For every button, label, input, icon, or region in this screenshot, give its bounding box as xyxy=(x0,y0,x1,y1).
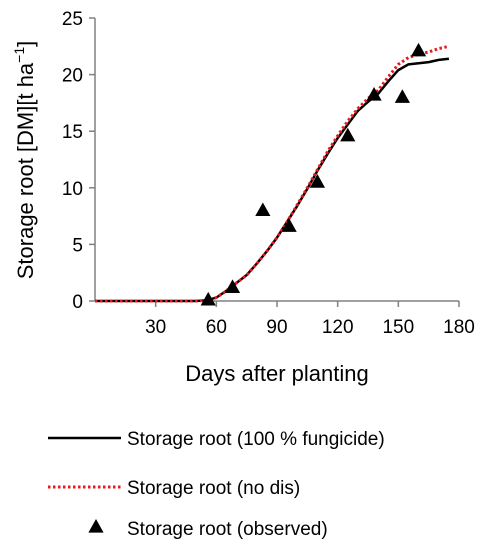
legend: Storage root (100 % fungicide) Storage ro… xyxy=(48,429,385,540)
x-axis-title: Days after planting xyxy=(185,361,368,386)
x-tick-label: 60 xyxy=(206,317,227,338)
legend-label: Storage root (observed) xyxy=(127,519,328,540)
series-observed xyxy=(200,42,427,306)
y-tick-label: 25 xyxy=(62,9,83,30)
observed-point xyxy=(410,42,427,57)
observed-point xyxy=(366,86,382,101)
legend-label: Storage root (no dis) xyxy=(127,478,300,499)
observed-point xyxy=(224,279,241,294)
series-fungicide-line xyxy=(95,57,450,303)
legend-label: Storage root (100 % fungicide) xyxy=(127,429,385,450)
observed-point xyxy=(281,218,297,232)
x-tick-label: 120 xyxy=(322,317,354,338)
series-no-dis-line xyxy=(95,44,450,303)
y-tick-label: 0 xyxy=(72,292,83,313)
legend-observed-marker xyxy=(88,519,104,533)
observed-point xyxy=(200,291,216,306)
series-layer xyxy=(95,42,450,306)
observed-point xyxy=(255,202,271,217)
observed-point xyxy=(394,89,410,103)
y-tick-label: 10 xyxy=(62,179,83,200)
x-tick-label: 30 xyxy=(145,317,166,338)
x-tick-label: 150 xyxy=(382,317,414,338)
axes: 0 5 10 15 20 25 30 60 90 120 150 180 xyxy=(62,9,475,338)
y-axis-title: Storage root [DM][t ha−1] xyxy=(11,41,38,280)
y-tick-label: 15 xyxy=(62,122,83,143)
observed-point xyxy=(340,127,356,142)
y-tick-label: 20 xyxy=(62,66,83,87)
y-tick-label: 5 xyxy=(72,235,83,256)
observed-point xyxy=(309,174,326,188)
x-tick-label: 90 xyxy=(266,317,287,338)
x-tick-label: 180 xyxy=(443,317,475,338)
